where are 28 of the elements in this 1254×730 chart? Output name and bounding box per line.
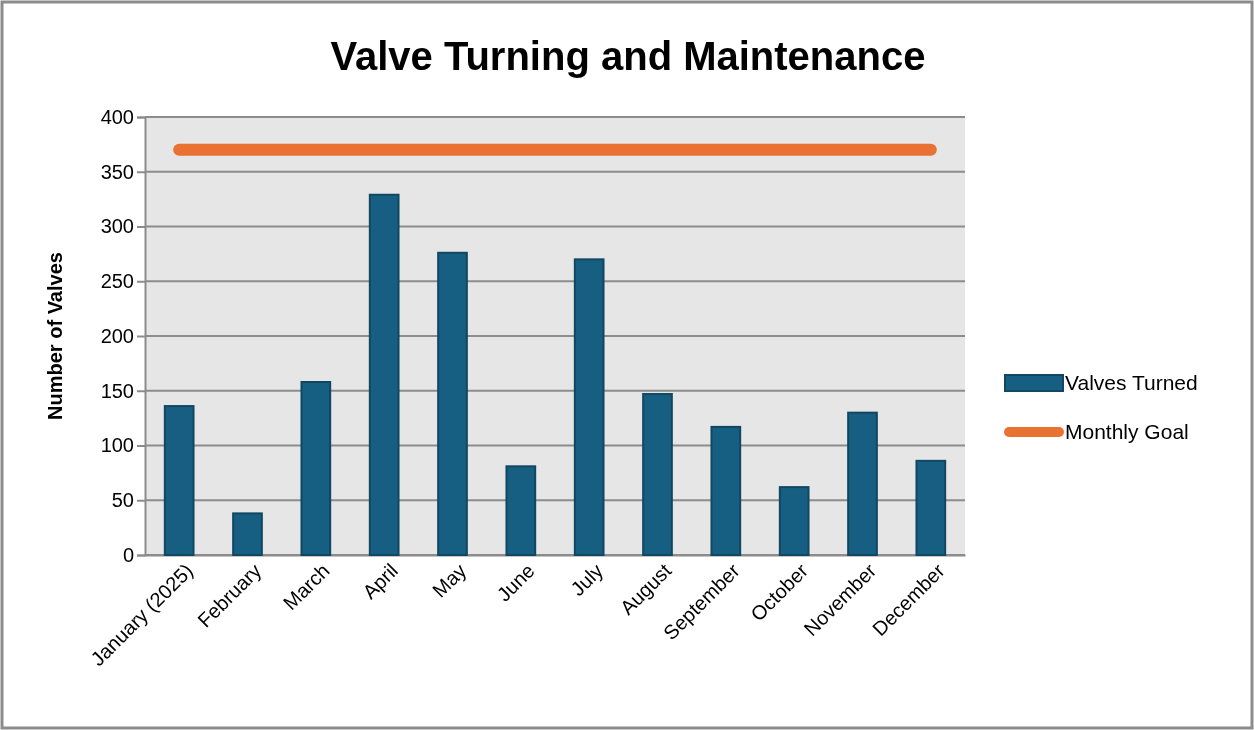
x-tick-label: June — [492, 559, 539, 606]
bar — [163, 405, 195, 556]
bar — [642, 393, 673, 556]
y-tick-label: 50 — [111, 489, 134, 512]
y-tick-label: 300 — [100, 215, 134, 238]
y-tick-label: 200 — [100, 324, 134, 347]
bar — [300, 380, 332, 556]
bar — [915, 459, 947, 556]
legend-label: Valves Turned — [1065, 371, 1198, 395]
y-tick-label: 100 — [100, 434, 134, 457]
y-axis-title: Number of Valves — [44, 252, 66, 420]
bar — [232, 512, 263, 556]
x-tick-label: May — [428, 559, 471, 602]
x-tick-label: July — [566, 559, 608, 601]
bar — [505, 465, 537, 556]
bar — [710, 425, 742, 556]
bar — [437, 251, 468, 556]
y-tick-label: 250 — [100, 270, 134, 293]
bar — [778, 486, 810, 556]
legend-label: Monthly Goal — [1065, 420, 1189, 444]
y-tick-label: 400 — [100, 105, 134, 128]
bar — [368, 193, 400, 556]
bar — [847, 411, 878, 556]
y-tick-label: 150 — [100, 379, 134, 402]
y-tick-label: 350 — [100, 160, 134, 183]
chart-title: Valve Turning and Maintenance — [330, 34, 926, 78]
bar — [573, 258, 605, 556]
y-tick-label: 0 — [122, 543, 134, 566]
